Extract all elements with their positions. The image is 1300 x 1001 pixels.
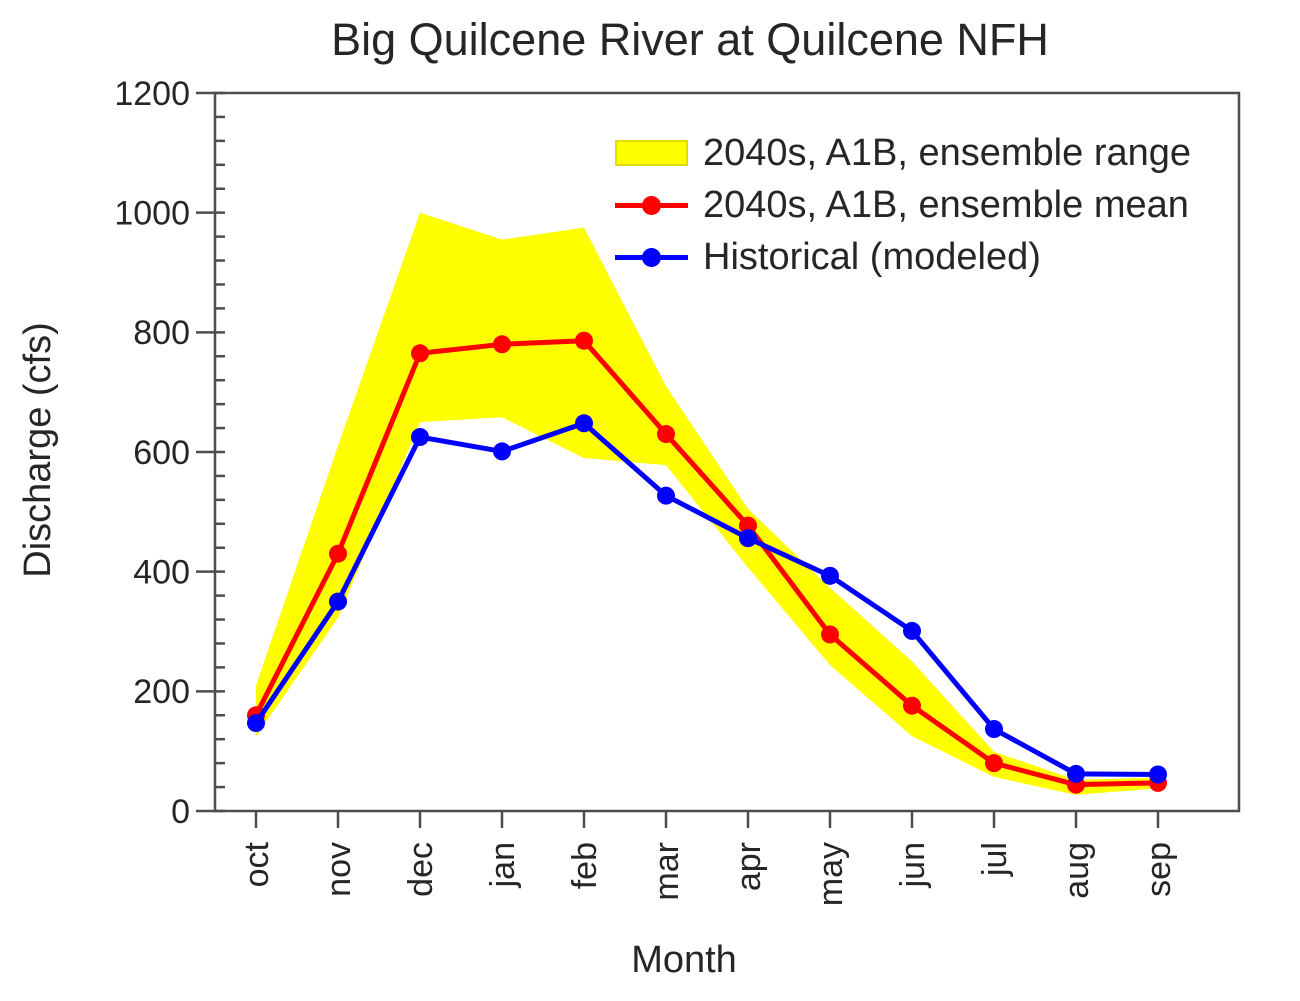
x-tick-label-jan: jan	[484, 842, 522, 888]
ensemble-mean-line	[253, 338, 1159, 788]
red-dot-swatch-icon	[642, 195, 661, 215]
historical-swatch	[615, 247, 688, 267]
ensemble-mean-swatch	[615, 195, 688, 215]
ensemble-mean-point-mar	[657, 425, 675, 444]
legend-label: 2040s, A1B, ensemble mean	[703, 184, 1189, 226]
historical-point-nov	[329, 592, 347, 611]
ensemble-mean-point-jun	[903, 696, 921, 715]
x-tick-label-may: may	[812, 842, 850, 906]
historical-line	[253, 420, 1159, 778]
legend-label: 2040s, A1B, ensemble range	[703, 132, 1192, 174]
historical-point-jun	[903, 621, 921, 640]
ensemble-mean-point-dec	[411, 344, 429, 363]
historical-point-dec	[411, 428, 429, 447]
legend-item-ensemble-mean: 2040s, A1B, ensemble mean	[615, 179, 1191, 231]
x-tick-label-oct: oct	[238, 841, 276, 887]
ensemble-range-swatch	[615, 140, 688, 166]
x-tick-label-jun: jun	[894, 842, 932, 888]
ensemble-range-band	[256, 212, 1158, 795]
x-tick-label-dec: dec	[402, 842, 440, 897]
y-tick-label: 800	[133, 314, 190, 352]
x-axis-title: Month	[631, 939, 737, 981]
x-tick-label-aug: aug	[1058, 842, 1096, 899]
x-tick-label-sep: sep	[1140, 842, 1178, 897]
y-tick-label: 600	[133, 434, 190, 472]
x-tick-label-feb: feb	[566, 842, 604, 889]
legend-item-ensemble-range: 2040s, A1B, ensemble range	[615, 127, 1191, 179]
legend-item-historical: Historical (modeled)	[615, 231, 1191, 283]
historical-point-mar	[657, 486, 675, 505]
x-tick-label-jul: jul	[976, 842, 1014, 877]
x-tick-label-mar: mar	[648, 842, 686, 901]
historical-point-jan	[493, 442, 511, 461]
x-tick-label-apr: apr	[730, 842, 768, 891]
ensemble-mean-point-jan	[493, 335, 511, 354]
y-tick-label: 1200	[114, 75, 190, 113]
legend-label: Historical (modeled)	[703, 236, 1041, 278]
y-tick-label: 0	[171, 793, 190, 831]
y-tick-label: 400	[133, 554, 190, 592]
historical-point-oct	[247, 714, 265, 733]
ensemble-mean-point-jul	[985, 754, 1003, 773]
legend: 2040s, A1B, ensemble range 2040s, A1B, e…	[615, 127, 1191, 283]
historical-point-jul	[985, 720, 1003, 739]
y-tick-label: 1000	[114, 195, 190, 233]
yellow-band-swatch-icon	[615, 140, 688, 166]
historical-point-aug	[1067, 764, 1085, 783]
ensemble-mean-point-nov	[329, 544, 347, 563]
y-axis-title: Discharge (cfs)	[17, 322, 59, 578]
blue-dot-swatch-icon	[642, 247, 661, 267]
plot-frame	[213, 91, 1241, 813]
historical-point-may	[821, 566, 839, 585]
historical-point-feb	[575, 414, 593, 433]
ensemble-mean-point-may	[821, 625, 839, 644]
historical-point-sep	[1149, 765, 1167, 784]
historical-point-apr	[739, 529, 757, 548]
y-tick-label: 200	[133, 673, 190, 711]
ensemble-mean-point-feb	[575, 331, 593, 350]
x-tick-label-nov: nov	[320, 842, 358, 897]
chart-title: Big Quilcene River at Quilcene NFH	[331, 14, 1049, 65]
ensemble-mean-point-apr	[739, 516, 757, 535]
